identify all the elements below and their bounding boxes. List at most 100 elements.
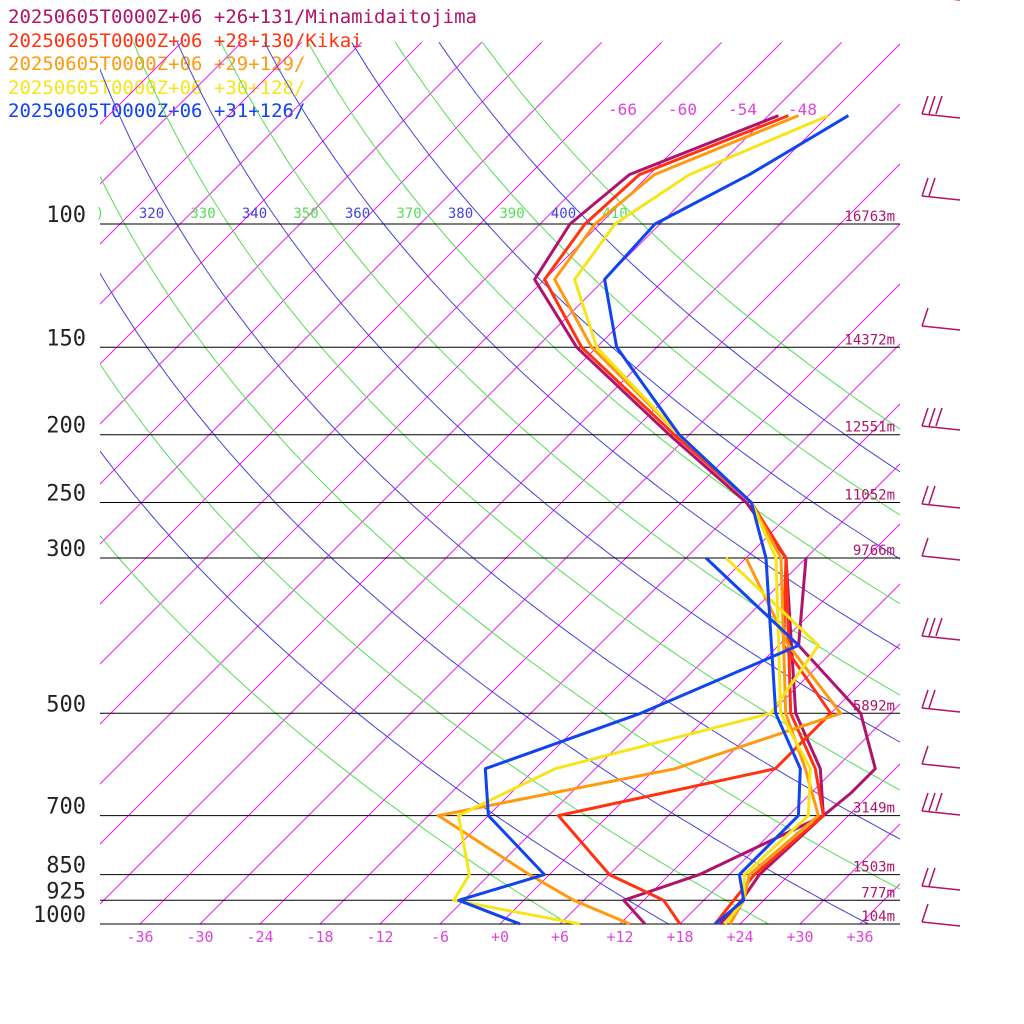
dewpoint-profile-line	[436, 557, 843, 926]
temperature-profile-line	[533, 114, 825, 926]
temperature-profile-line	[573, 114, 829, 925]
wind-barb-staff	[921, 325, 961, 331]
isotherm-line	[859, 883, 900, 924]
pressure-label: 150	[46, 326, 86, 351]
theta-line	[100, 450, 669, 924]
isotherm-label: -60	[668, 100, 697, 119]
x-tick-label: +12	[606, 928, 633, 946]
wind-barb-flag	[928, 485, 936, 505]
theta-line	[307, 42, 900, 605]
height-label: 1503m	[853, 860, 895, 876]
wind-barb-flag	[921, 95, 929, 115]
isotherm-line	[679, 703, 900, 924]
theta-line	[133, 42, 900, 791]
wind-barb-staff	[921, 763, 961, 769]
wind-barb	[921, 745, 961, 769]
theta-label: 390	[499, 206, 524, 222]
theta-line	[220, 42, 900, 696]
height-label: 104m	[861, 909, 895, 925]
wind-barb-flag	[921, 537, 929, 557]
wind-barb-flag	[935, 95, 943, 115]
isotherm-line	[799, 823, 900, 924]
theta-line	[100, 175, 900, 890]
wind-barb-staff	[921, 425, 961, 431]
x-tick-label: +30	[786, 928, 813, 946]
wind-barb-staff	[921, 503, 961, 509]
wind-barb	[921, 307, 961, 331]
theta-label: 400	[551, 206, 576, 222]
wind-barb-flag	[921, 177, 929, 197]
pressure-label: 300	[46, 537, 86, 562]
wind-barb-flag	[928, 407, 936, 427]
pressure-label: 925	[46, 879, 86, 904]
isotherm-label: -66	[608, 100, 637, 119]
theta-label: 380	[448, 206, 473, 222]
isotherm-line	[100, 41, 363, 305]
isotherm-line	[100, 41, 603, 545]
theta-line	[100, 363, 769, 924]
wind-barb-flag	[928, 95, 936, 115]
legend-entry-30-128: 20250605T0000Z+06 +30+128/	[8, 76, 306, 99]
height-label: 3149m	[853, 801, 895, 817]
wind-barb-flag	[921, 307, 929, 327]
theta-line	[438, 42, 900, 473]
wind-barb-staff	[921, 195, 961, 201]
x-tick-label: +18	[666, 928, 693, 946]
theta-label: )	[96, 206, 104, 222]
wind-barb-flag	[928, 689, 936, 709]
isotherm-line	[559, 583, 900, 924]
wind-barb-flag	[935, 792, 943, 812]
dewpoint-profile-line	[556, 557, 833, 925]
x-tick-label: +6	[551, 928, 569, 946]
isotherm-line	[499, 523, 900, 924]
pressure-label: 1000	[33, 903, 86, 928]
height-label: 5892m	[853, 698, 895, 714]
isotherm-line	[100, 43, 900, 845]
x-tick-label: -18	[306, 928, 333, 946]
wind-barb-flag	[921, 745, 929, 765]
wind-barb-staff	[921, 113, 961, 119]
wind-barb-flag	[928, 617, 936, 637]
isotherm-line	[259, 283, 900, 924]
theta-label: 410	[602, 206, 627, 222]
isotherm-line	[100, 41, 843, 785]
wind-barb-flag	[921, 903, 929, 923]
isotherm-line	[100, 41, 243, 185]
isotherm-line	[439, 463, 900, 924]
wind-barb-staff	[921, 555, 961, 561]
wind-barb-staff	[921, 921, 961, 927]
wind-barb	[921, 617, 961, 641]
wind-barb-flag	[928, 792, 936, 812]
theta-label: 370	[396, 206, 421, 222]
theta-label: 340	[242, 206, 267, 222]
wind-barb-flag	[928, 867, 936, 887]
pressure-label: 200	[46, 414, 86, 439]
wind-barb-flag	[935, 407, 943, 427]
isotherm-line	[100, 41, 183, 125]
isotherm-line	[379, 403, 900, 924]
isotherm-line	[139, 163, 900, 924]
dewpoint-profile-line	[457, 556, 801, 926]
chart-legend: 20250605T0000Z+06 +26+131/Minamidaitojim…	[8, 6, 477, 124]
isotherm-line	[100, 41, 483, 425]
isotherm-line	[100, 41, 543, 485]
axis-labels: 100 16763m 150 14372m 200 12551m 250 11052m 300 9…	[33, 100, 895, 946]
legend-entry-minamidaitojima: 20250605T0000Z+06 +26+131/Minamidaitojim…	[8, 6, 477, 28]
wind-barb	[921, 903, 961, 927]
wind-barb-staff	[921, 810, 961, 816]
isotherm-grid	[100, 41, 900, 924]
wind-barb	[921, 867, 961, 891]
wind-barb-staff	[921, 707, 961, 713]
wind-barb	[921, 689, 961, 713]
theta-line	[176, 42, 900, 743]
wind-barb	[921, 485, 961, 509]
isotherm-line	[319, 343, 900, 924]
isotherm-label: -54	[728, 100, 757, 119]
height-label: 11052m	[844, 488, 895, 504]
legend-entry-31-126: 20250605T0000Z+06 +31+126/	[8, 100, 306, 122]
theta-line	[100, 534, 569, 924]
height-label: 14372m	[844, 332, 895, 348]
isotherm-line	[100, 41, 303, 245]
temperature-profile-line	[543, 114, 825, 925]
